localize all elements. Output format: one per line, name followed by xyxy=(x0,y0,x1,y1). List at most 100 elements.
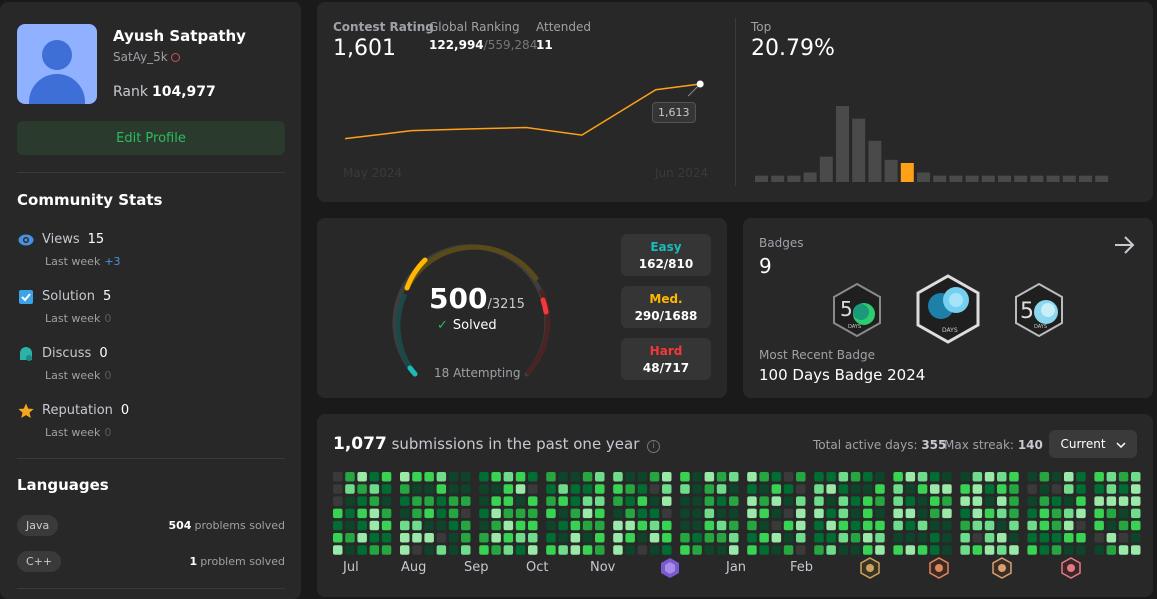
percentile-bar[interactable] xyxy=(917,172,930,183)
heatmap-cell[interactable] xyxy=(1064,508,1074,519)
heatmap-cell[interactable] xyxy=(814,545,824,555)
heatmap-cell[interactable] xyxy=(381,508,392,519)
heatmap-cell[interactable] xyxy=(997,484,1007,494)
heatmap-cell[interactable] xyxy=(503,472,514,482)
heatmap-cell[interactable] xyxy=(759,533,769,543)
heatmap-cell[interactable] xyxy=(850,472,861,482)
heatmap-cell[interactable] xyxy=(558,520,568,531)
language-tag[interactable]: Java xyxy=(17,514,59,536)
heatmap-cell[interactable] xyxy=(759,472,769,482)
heatmap-cell[interactable] xyxy=(400,545,410,555)
heatmap-cell[interactable] xyxy=(692,496,702,506)
heatmap-cell[interactable] xyxy=(850,484,861,494)
heatmap-cell[interactable] xyxy=(1076,545,1086,555)
heatmap-cell[interactable] xyxy=(796,508,806,519)
heatmap-cell[interactable] xyxy=(1009,472,1019,482)
heatmap-cell[interactable] xyxy=(814,533,824,543)
heatmap-cell[interactable] xyxy=(528,496,538,506)
heatmap-cell[interactable] xyxy=(595,545,605,555)
heatmap-cell[interactable] xyxy=(1051,545,1062,555)
heatmap-cell[interactable] xyxy=(1051,472,1062,482)
heatmap-cell[interactable] xyxy=(930,508,940,519)
heatmap-cell[interactable] xyxy=(1009,508,1019,519)
heatmap-cell[interactable] xyxy=(662,472,672,482)
heatmap-cell[interactable] xyxy=(1051,520,1062,531)
heatmap-cell[interactable] xyxy=(893,520,903,531)
heatmap-cell[interactable] xyxy=(528,545,538,555)
heatmap-cell[interactable] xyxy=(997,496,1007,506)
heatmap-cell[interactable] xyxy=(814,520,824,531)
heatmap-cell[interactable] xyxy=(479,508,489,519)
heatmap-cell[interactable] xyxy=(942,496,952,506)
heatmap-cell[interactable] xyxy=(582,472,593,482)
heatmap-cell[interactable] xyxy=(905,472,916,482)
heatmap-cell[interactable] xyxy=(796,472,806,482)
heatmap-cell[interactable] xyxy=(1027,484,1037,494)
heatmap-cell[interactable] xyxy=(1118,484,1129,494)
heatmap-cell[interactable] xyxy=(1064,533,1074,543)
heatmap-cell[interactable] xyxy=(662,496,672,506)
percentile-bar[interactable] xyxy=(1046,175,1060,182)
percentile-bar[interactable] xyxy=(1030,175,1044,182)
heatmap-cell[interactable] xyxy=(637,508,648,519)
heatmap-cell[interactable] xyxy=(1039,533,1050,543)
heatmap-cell[interactable] xyxy=(503,533,514,543)
heatmap-cell[interactable] xyxy=(662,508,672,519)
heatmap-cell[interactable] xyxy=(1106,484,1117,494)
heatmap-cell[interactable] xyxy=(1131,545,1141,555)
heatmap-cell[interactable] xyxy=(461,533,471,543)
percentile-bar[interactable] xyxy=(755,175,768,182)
monthly-badge-icon[interactable] xyxy=(928,557,950,579)
heatmap-cell[interactable] xyxy=(704,545,715,555)
heatmap-cell[interactable] xyxy=(875,472,885,482)
heatmap-cell[interactable] xyxy=(479,545,489,555)
heatmap-cell[interactable] xyxy=(826,484,836,494)
heatmap-cell[interactable] xyxy=(515,472,526,482)
heatmap-cell[interactable] xyxy=(942,508,952,519)
heatmap-cell[interactable] xyxy=(515,484,526,494)
heatmap-cell[interactable] xyxy=(1094,472,1104,482)
heatmap-cell[interactable] xyxy=(917,545,928,555)
heatmap-cell[interactable] xyxy=(1039,545,1050,555)
heatmap-cell[interactable] xyxy=(1118,520,1129,531)
heatmap-cell[interactable] xyxy=(595,533,605,543)
heatmap-cell[interactable] xyxy=(917,520,928,531)
heatmap-cell[interactable] xyxy=(412,533,422,543)
heatmap-cell[interactable] xyxy=(436,545,447,555)
badge-50-days-icon[interactable]: 5 DAYS xyxy=(830,282,884,338)
heatmap-cell[interactable] xyxy=(637,472,648,482)
heatmap-cell[interactable] xyxy=(972,484,983,494)
heatmap-cell[interactable] xyxy=(1051,496,1062,506)
heatmap-cell[interactable] xyxy=(1009,545,1019,555)
heatmap-cell[interactable] xyxy=(747,496,757,506)
percentile-bar[interactable] xyxy=(1014,175,1028,182)
heatmap-cell[interactable] xyxy=(960,533,970,543)
heatmap-cell[interactable] xyxy=(783,545,794,555)
heatmap-cell[interactable] xyxy=(997,533,1007,543)
heatmap-cell[interactable] xyxy=(595,472,605,482)
year-selector[interactable]: Current xyxy=(1049,430,1137,458)
heatmap-cell[interactable] xyxy=(850,508,861,519)
percentile-bar[interactable] xyxy=(965,175,979,182)
heatmap-cell[interactable] xyxy=(814,496,824,506)
heatmap-cell[interactable] xyxy=(783,520,794,531)
heatmap-cell[interactable] xyxy=(984,484,995,494)
heatmap-cell[interactable] xyxy=(333,520,343,531)
heatmap-cell[interactable] xyxy=(613,472,623,482)
heatmap-cell[interactable] xyxy=(595,484,605,494)
heatmap-cell[interactable] xyxy=(400,484,410,494)
heatmap-cell[interactable] xyxy=(613,508,623,519)
heatmap-cell[interactable] xyxy=(400,533,410,543)
heatmap-cell[interactable] xyxy=(491,520,501,531)
heatmap-cell[interactable] xyxy=(704,484,715,494)
heatmap-cell[interactable] xyxy=(759,545,769,555)
percentile-bar[interactable] xyxy=(852,118,866,182)
heatmap-cell[interactable] xyxy=(692,533,702,543)
heatmap-cell[interactable] xyxy=(972,520,983,531)
heatmap-cell[interactable] xyxy=(1106,545,1117,555)
heatmap-cell[interactable] xyxy=(747,508,757,519)
heatmap-cell[interactable] xyxy=(984,545,995,555)
heatmap-cell[interactable] xyxy=(960,484,970,494)
heatmap-cell[interactable] xyxy=(503,508,514,519)
heatmap-cell[interactable] xyxy=(381,472,392,482)
